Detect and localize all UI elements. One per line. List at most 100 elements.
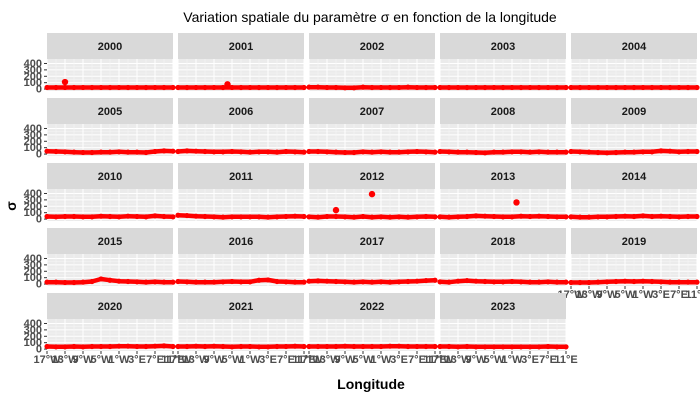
facet-strip-label: 2015 — [98, 236, 122, 248]
data-point — [536, 149, 542, 155]
data-point — [509, 84, 515, 91]
data-point — [500, 344, 506, 350]
x-tick-label: 7°E — [146, 354, 164, 366]
data-point — [175, 84, 181, 91]
data-point — [175, 148, 181, 155]
data-point — [360, 213, 366, 220]
data-point — [238, 279, 244, 285]
data-point — [143, 214, 149, 220]
data-point — [631, 278, 637, 285]
data-point — [423, 149, 429, 155]
data-point — [437, 343, 443, 350]
data-point — [283, 148, 289, 155]
facet-2002: 2002 — [306, 33, 438, 91]
facet-strip — [571, 163, 697, 189]
data-point — [405, 149, 411, 155]
facet-strip-label: 2007 — [360, 106, 384, 118]
data-point — [509, 344, 515, 350]
x-tick-label: 1°W — [371, 354, 393, 366]
data-point — [152, 84, 158, 91]
data-point — [193, 343, 199, 349]
x-tick-label: 11°E — [161, 354, 184, 366]
facet-strip — [178, 33, 304, 59]
data-point — [301, 213, 307, 220]
data-point — [577, 279, 583, 286]
x-tick-label: 3°E — [259, 354, 277, 366]
data-point — [238, 214, 244, 220]
data-point — [527, 344, 533, 350]
facet-strip-label: 2002 — [360, 41, 384, 53]
data-point — [193, 148, 199, 154]
data-point — [292, 84, 298, 91]
data-point — [482, 213, 488, 219]
data-point — [292, 279, 298, 285]
x-tick-label: 1°W — [109, 354, 131, 366]
y-tick-label: 400 — [24, 58, 42, 70]
data-point — [220, 149, 226, 155]
data-point — [324, 343, 330, 350]
data-point — [545, 343, 551, 350]
data-point — [405, 84, 411, 90]
data-point — [545, 213, 551, 220]
data-point — [446, 279, 452, 285]
data-point — [274, 278, 280, 285]
data-point-outlier — [224, 81, 231, 88]
facet-2017: 2017 — [306, 228, 438, 286]
data-point — [107, 84, 113, 91]
data-point — [685, 213, 691, 220]
data-point — [152, 343, 158, 349]
data-point — [116, 84, 122, 91]
facet-2004: 2004 — [568, 33, 700, 91]
data-point — [437, 279, 443, 285]
x-tick-label: 9°W — [73, 354, 95, 366]
data-point — [586, 84, 592, 91]
data-point — [193, 84, 199, 91]
facet-strip-label: 2022 — [360, 301, 384, 313]
y-tick-label: 400 — [24, 123, 42, 135]
x-tick-label: 13°W — [444, 354, 472, 366]
data-point — [432, 343, 438, 350]
y-tick-label: 300 — [24, 259, 42, 271]
data-point — [423, 213, 429, 220]
data-point — [161, 343, 167, 349]
data-point — [667, 84, 673, 91]
data-point — [500, 149, 506, 155]
data-point — [71, 279, 77, 286]
data-point — [116, 343, 122, 349]
data-point — [62, 344, 68, 350]
y-tick-label: 100 — [24, 207, 42, 219]
data-point — [53, 84, 59, 91]
x-tick-label: 13°W — [182, 354, 210, 366]
data-point — [53, 279, 59, 285]
data-point — [229, 344, 235, 350]
data-point — [631, 149, 637, 155]
data-point — [80, 214, 86, 220]
y-tick-label: 400 — [24, 188, 42, 200]
data-point — [473, 278, 479, 284]
data-point — [152, 213, 158, 219]
data-point — [220, 279, 226, 285]
data-point — [694, 148, 700, 155]
x-tick-label: 17°W — [164, 354, 192, 366]
x-tick-label: 1°W — [502, 354, 524, 366]
data-point — [640, 84, 646, 91]
data-point — [351, 85, 357, 91]
data-point — [256, 214, 262, 220]
data-point — [694, 213, 700, 220]
facet-strip-label: 2014 — [622, 171, 647, 183]
x-tick-label: 11°E — [292, 354, 315, 366]
x-tick-label: 17°W — [33, 354, 61, 366]
data-point — [134, 84, 140, 91]
data-point — [685, 84, 691, 91]
data-point — [256, 84, 262, 91]
data-point — [622, 278, 628, 284]
x-tick-label: 3°E — [390, 354, 408, 366]
data-point — [545, 279, 551, 285]
facet-strip — [309, 98, 435, 124]
data-point — [247, 214, 253, 220]
data-point — [455, 344, 461, 350]
data-point — [116, 278, 122, 284]
data-point — [536, 344, 542, 350]
data-point — [464, 213, 470, 220]
